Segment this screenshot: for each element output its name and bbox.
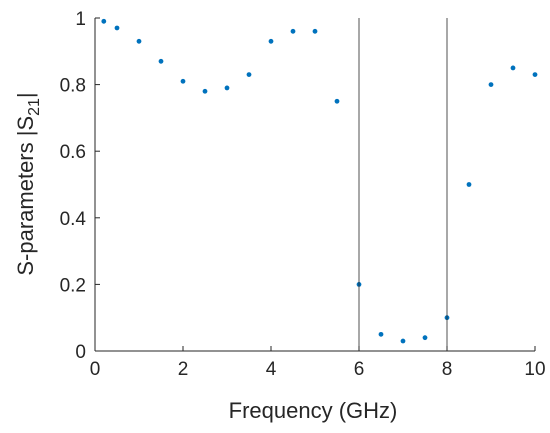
data-point <box>290 28 296 34</box>
data-point <box>532 72 538 78</box>
y-tick-label: 0 <box>75 342 86 363</box>
x-tick-label: 6 <box>354 359 365 380</box>
y-tick-label: 0.2 <box>60 275 86 296</box>
tick-labels-group: 0 2 4 6 8 10 0 0.2 0.4 0.6 0.8 1 <box>60 9 546 380</box>
data-point <box>312 28 318 34</box>
data-point <box>400 338 406 344</box>
y-tick-label: 1 <box>75 9 86 30</box>
reference-lines-group <box>358 18 448 351</box>
y-axis-label-suffix: | <box>13 92 38 98</box>
data-point <box>422 335 428 341</box>
data-point <box>101 18 107 24</box>
data-point <box>510 65 516 71</box>
data-point <box>158 58 164 64</box>
data-point <box>378 331 384 337</box>
data-points-group <box>101 18 538 344</box>
axes-group <box>94 17 536 352</box>
data-point <box>488 82 494 87</box>
y-axis-label-main: S-parameters |S <box>13 116 38 276</box>
x-tick-label: 0 <box>90 359 101 380</box>
data-point <box>136 38 142 44</box>
y-tick-label: 0.8 <box>60 76 86 97</box>
data-point <box>180 78 186 84</box>
data-point <box>246 72 252 78</box>
data-point <box>268 38 274 44</box>
x-tick-label: 10 <box>524 359 545 380</box>
y-tick-label: 0.4 <box>60 209 87 230</box>
y-axis-label-subscript: 21 <box>26 98 43 116</box>
y-tick-label: 0.6 <box>60 142 86 163</box>
x-tick-label: 2 <box>178 359 189 380</box>
data-point <box>224 85 230 91</box>
data-point <box>202 88 208 94</box>
data-point <box>334 98 340 104</box>
x-axis-label: Frequency (GHz) <box>229 398 398 423</box>
y-axis-label: S-parameters |S21| <box>13 92 43 275</box>
data-point <box>466 182 472 187</box>
x-tick-label: 4 <box>266 359 277 380</box>
x-tick-label: 8 <box>442 359 453 380</box>
data-point <box>114 25 120 31</box>
